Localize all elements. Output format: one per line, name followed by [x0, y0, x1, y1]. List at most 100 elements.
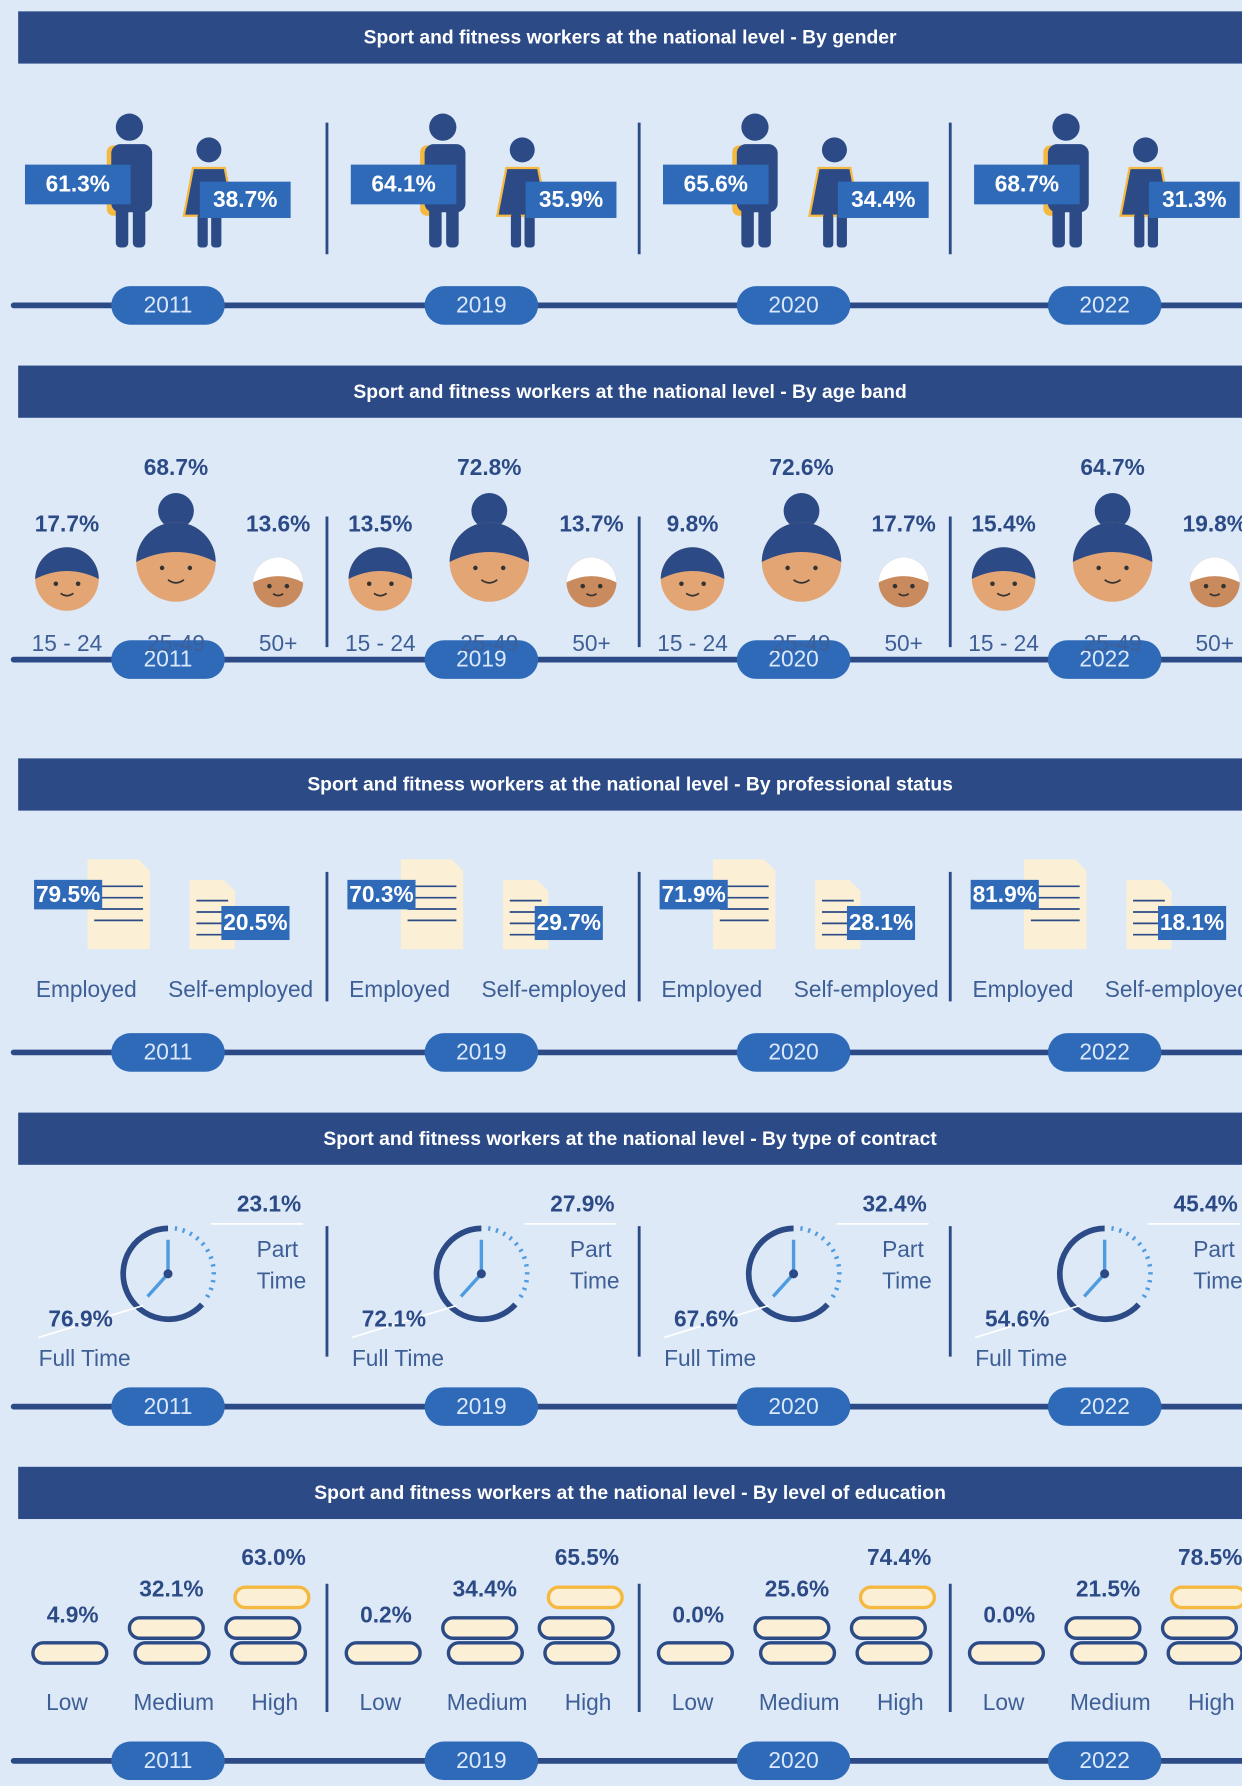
- value-label: 72.6%: [769, 454, 833, 480]
- eye: [990, 582, 995, 587]
- eye: [54, 582, 59, 587]
- value-label: 17.7%: [872, 511, 936, 537]
- education-label: High: [565, 1689, 612, 1715]
- value-label: 13.6%: [246, 511, 310, 537]
- leg: [758, 204, 770, 247]
- age-label: 15 - 24: [32, 630, 103, 656]
- canvas: Sport and fitness workers at the nationa…: [0, 0, 1242, 1780]
- book: [861, 1587, 935, 1607]
- eye: [580, 584, 585, 589]
- eye: [188, 566, 193, 571]
- value-label: 0.0%: [983, 1602, 1035, 1628]
- education-label: High: [1188, 1689, 1235, 1715]
- value-label: 74.4%: [867, 1544, 931, 1570]
- eye: [473, 566, 478, 571]
- section-title: Sport and fitness workers at the nationa…: [323, 1129, 937, 1150]
- education-label: Low: [46, 1689, 88, 1715]
- year-label: 2011: [144, 292, 193, 318]
- value-label: 78.5%: [1178, 1544, 1242, 1570]
- book: [33, 1643, 107, 1663]
- value-label: 18.1%: [1160, 909, 1224, 935]
- value-label: 23.1%: [237, 1191, 301, 1217]
- book: [443, 1618, 517, 1638]
- book: [857, 1643, 931, 1663]
- book: [548, 1587, 622, 1607]
- leg: [837, 213, 847, 247]
- year-label: 2019: [456, 1747, 506, 1773]
- year-label: 2019: [456, 1039, 506, 1065]
- eye: [1012, 582, 1017, 587]
- status-label: Self-employed: [482, 976, 627, 1002]
- leg: [198, 213, 208, 247]
- value-label: 72.1%: [362, 1305, 426, 1331]
- year-label: 2019: [456, 292, 506, 318]
- value-label: 29.7%: [537, 909, 601, 935]
- year-label: 2020: [768, 292, 818, 318]
- status-label: Employed: [349, 976, 450, 1002]
- contract-label: Part Time: [1193, 1234, 1242, 1298]
- age-label: 25-49: [1084, 630, 1142, 656]
- value-label: 68.7%: [995, 171, 1059, 197]
- value-label: 20.5%: [223, 909, 287, 935]
- age-label: 50+: [572, 630, 611, 656]
- contract-label: Full Time: [975, 1345, 1067, 1371]
- value-label: 0.0%: [672, 1602, 724, 1628]
- leg: [1148, 213, 1158, 247]
- leg: [211, 213, 221, 247]
- hand: [773, 1274, 793, 1297]
- value-label: 9.8%: [667, 511, 719, 537]
- contract-label: Full Time: [39, 1345, 131, 1371]
- book: [1163, 1618, 1237, 1638]
- book: [1168, 1643, 1242, 1663]
- value-label: 65.5%: [555, 1544, 619, 1570]
- leg: [1134, 213, 1144, 247]
- education-label: Low: [983, 1689, 1025, 1715]
- age-label: 25-49: [773, 630, 831, 656]
- value-label: 79.5%: [36, 881, 100, 907]
- head: [196, 137, 221, 162]
- age-label: 50+: [1196, 630, 1235, 656]
- value-label: 34.4%: [453, 1576, 517, 1602]
- eye: [813, 566, 818, 571]
- year-label: 2022: [1079, 1039, 1129, 1065]
- year-label: 2011: [144, 1039, 193, 1065]
- leg: [511, 213, 521, 247]
- value-label: 71.9%: [661, 881, 725, 907]
- value-label: 28.1%: [849, 909, 913, 935]
- book: [232, 1643, 306, 1663]
- value-label: 54.6%: [985, 1305, 1049, 1331]
- value-label: 76.9%: [48, 1305, 112, 1331]
- year-label: 2020: [768, 1039, 818, 1065]
- age-label: 25-49: [460, 630, 518, 656]
- book: [346, 1643, 420, 1663]
- eye: [785, 566, 790, 571]
- clock-dots: [800, 1228, 839, 1301]
- leg: [133, 204, 145, 247]
- education-label: Low: [360, 1689, 402, 1715]
- book: [448, 1643, 522, 1663]
- infographic: Sport and fitness workers at the nationa…: [0, 0, 1242, 1780]
- eye: [267, 584, 272, 589]
- hub: [163, 1269, 172, 1278]
- eye: [367, 582, 372, 587]
- value-label: 81.9%: [973, 881, 1037, 907]
- value-label: 64.7%: [1080, 454, 1144, 480]
- section-title: Sport and fitness workers at the nationa…: [314, 1483, 946, 1504]
- head: [822, 137, 847, 162]
- eye: [893, 584, 898, 589]
- status-label: Employed: [972, 976, 1073, 1002]
- value-label: 13.7%: [559, 511, 623, 537]
- book: [970, 1643, 1044, 1663]
- head: [510, 137, 535, 162]
- value-label: 63.0%: [241, 1544, 305, 1570]
- eye: [1124, 566, 1129, 571]
- leg: [525, 213, 535, 247]
- clock-arc: [1060, 1228, 1139, 1319]
- year-label: 2011: [144, 1393, 193, 1419]
- contract-label: Part Time: [257, 1234, 307, 1298]
- eye: [160, 566, 165, 571]
- section-title: Sport and fitness workers at the nationa…: [307, 775, 953, 796]
- value-label: 68.7%: [144, 454, 208, 480]
- status-label: Self-employed: [794, 976, 939, 1002]
- age-label: 50+: [259, 630, 298, 656]
